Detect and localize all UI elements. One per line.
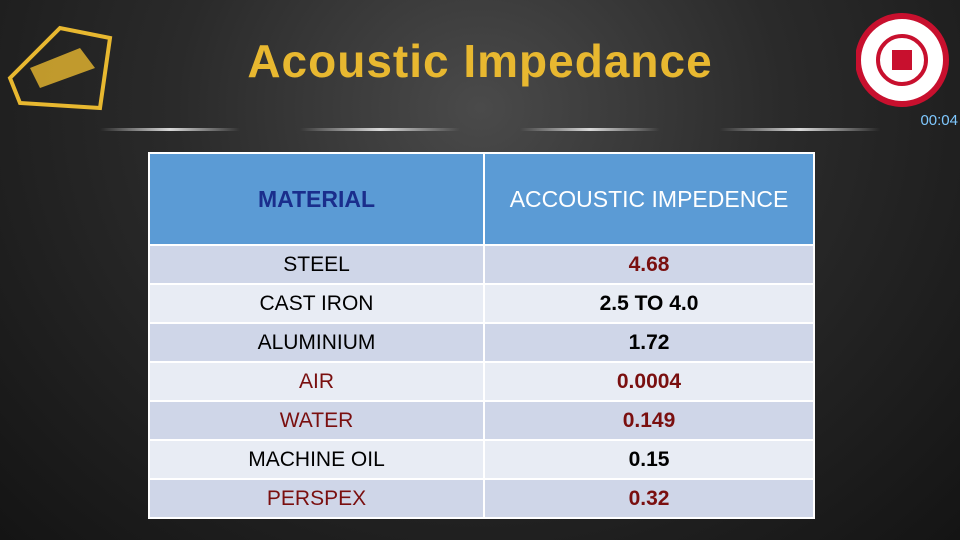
table-row: PERSPEX 0.32 xyxy=(148,478,815,519)
impedance-cell: 4.68 xyxy=(483,244,815,285)
table-row: AIR 0.0004 xyxy=(148,361,815,402)
decoration xyxy=(520,128,660,131)
material-cell: MACHINE OIL xyxy=(148,439,485,480)
decoration xyxy=(300,128,460,131)
impedance-cell: 0.149 xyxy=(483,400,815,441)
timer: 00:04 xyxy=(920,112,958,129)
material-cell: AIR xyxy=(148,361,485,402)
header-row: MATERIAL ACCOUSTIC IMPEDENCE xyxy=(148,152,815,246)
material-cell: WATER xyxy=(148,400,485,441)
decoration xyxy=(100,128,240,131)
material-cell: PERSPEX xyxy=(148,478,485,519)
impedance-cell: 2.5 TO 4.0 xyxy=(483,283,815,324)
impedance-cell: 0.0004 xyxy=(483,361,815,402)
left-logo xyxy=(7,25,113,111)
table-row: ALUMINIUM 1.72 xyxy=(148,322,815,363)
table-row: STEEL 4.68 xyxy=(148,244,815,285)
column-header: ACCOUSTIC IMPEDENCE xyxy=(483,152,815,246)
impedance-cell: 1.72 xyxy=(483,322,815,363)
impedance-cell: 0.32 xyxy=(483,478,815,519)
material-cell: ALUMINIUM xyxy=(148,322,485,363)
slide-title: Acoustic Impedance xyxy=(247,35,713,87)
material-cell: CAST IRON xyxy=(148,283,485,324)
table-row: WATER 0.149 xyxy=(148,400,815,441)
right-logo xyxy=(856,13,949,107)
material-cell: STEEL xyxy=(148,244,485,285)
column-header: MATERIAL xyxy=(148,152,485,246)
table-row: CAST IRON 2.5 TO 4.0 xyxy=(148,283,815,324)
table: MATERIAL ACCOUSTIC IMPEDENCE STEEL 4.68 CAST… xyxy=(148,152,815,519)
table-row: MACHINE OIL 0.15 xyxy=(148,439,815,480)
decoration xyxy=(720,128,880,131)
impedance-cell: 0.15 xyxy=(483,439,815,480)
